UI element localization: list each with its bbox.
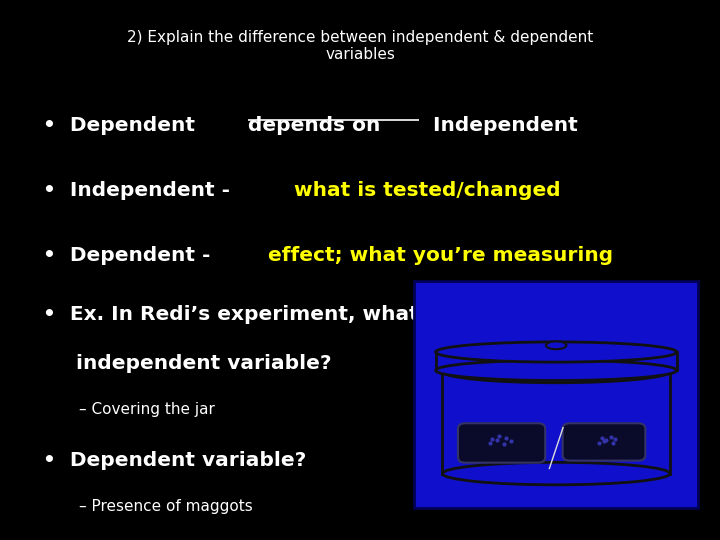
Text: •  Independent -: • Independent -: [43, 181, 237, 200]
Text: •  Dependent -: • Dependent -: [43, 246, 217, 265]
FancyBboxPatch shape: [562, 423, 645, 461]
Ellipse shape: [442, 360, 670, 383]
Text: •  Ex. In Redi’s experiment, what is the: • Ex. In Redi’s experiment, what is the: [43, 305, 490, 324]
Text: – Covering the jar: – Covering the jar: [79, 402, 215, 417]
Ellipse shape: [436, 360, 677, 381]
Text: independent variable?: independent variable?: [76, 354, 331, 373]
Text: Independent: Independent: [419, 116, 578, 135]
Text: depends on: depends on: [248, 116, 381, 135]
Ellipse shape: [546, 341, 567, 349]
Text: effect; what you’re measuring: effect; what you’re measuring: [269, 246, 613, 265]
FancyBboxPatch shape: [414, 281, 698, 508]
Text: 2) Explain the difference between independent & dependent
variables: 2) Explain the difference between indepe…: [127, 30, 593, 62]
Ellipse shape: [436, 342, 677, 362]
Text: what is tested/changed: what is tested/changed: [294, 181, 560, 200]
FancyBboxPatch shape: [458, 423, 545, 463]
Text: •  Dependent: • Dependent: [43, 116, 202, 135]
Text: •  Dependent variable?: • Dependent variable?: [43, 451, 307, 470]
Ellipse shape: [442, 462, 670, 485]
Text: – Presence of maggots: – Presence of maggots: [79, 500, 253, 515]
